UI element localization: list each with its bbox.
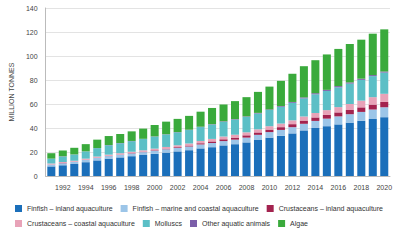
svg-text:40: 40	[30, 125, 38, 132]
svg-text:2002: 2002	[170, 184, 186, 191]
svg-text:Algae: Algae	[290, 220, 308, 228]
svg-text:2016: 2016	[331, 184, 347, 191]
svg-text:80: 80	[30, 77, 38, 84]
svg-text:2004: 2004	[193, 184, 209, 191]
svg-text:2018: 2018	[354, 184, 370, 191]
svg-text:1996: 1996	[101, 184, 117, 191]
svg-text:0: 0	[34, 173, 38, 180]
svg-text:Molluscs: Molluscs	[155, 220, 183, 227]
svg-text:120: 120	[26, 29, 38, 36]
svg-text:1994: 1994	[78, 184, 94, 191]
svg-text:Finfish – marine and coastal a: Finfish – marine and coastal aquaculture	[133, 205, 259, 213]
svg-text:Other aquatic animals: Other aquatic animals	[202, 220, 271, 228]
svg-text:Finfish – inland aquaculture: Finfish – inland aquaculture	[27, 205, 113, 213]
svg-text:Crustaceans – inland aquacultu: Crustaceans – inland aquaculture	[279, 205, 383, 213]
svg-text:2012: 2012	[285, 184, 301, 191]
svg-text:100: 100	[26, 53, 38, 60]
svg-text:2008: 2008	[239, 184, 255, 191]
svg-text:Crustaceans – coastal aquacult: Crustaceans – coastal aquaculture	[27, 220, 135, 228]
svg-text:2000: 2000	[147, 184, 163, 191]
svg-text:MILLION TONNES: MILLION TONNES	[8, 62, 15, 121]
svg-text:20: 20	[30, 149, 38, 156]
svg-text:60: 60	[30, 101, 38, 108]
svg-text:1998: 1998	[124, 184, 140, 191]
svg-text:140: 140	[26, 5, 38, 12]
svg-text:2020: 2020	[376, 184, 392, 191]
svg-text:2014: 2014	[308, 184, 324, 191]
svg-text:2010: 2010	[262, 184, 278, 191]
svg-text:1992: 1992	[55, 184, 71, 191]
svg-text:2006: 2006	[216, 184, 232, 191]
